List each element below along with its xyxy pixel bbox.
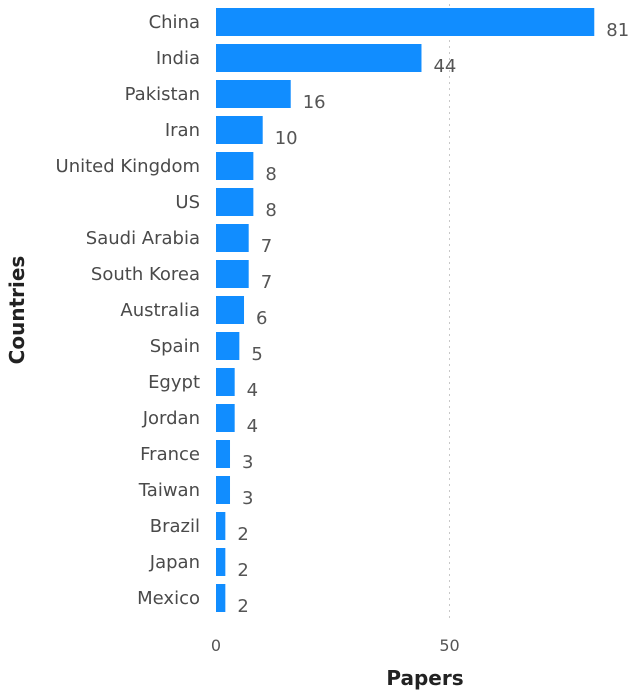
category-label-australia: Australia [120,300,200,321]
value-label-us: 8 [265,200,276,221]
bar-australia [216,296,245,324]
bar-jordan [216,404,235,432]
category-label-united-kingdom: United Kingdom [56,156,200,177]
category-label-japan: Japan [149,552,200,573]
value-label-pakistan: 16 [303,92,326,113]
value-label-saudi-arabia: 7 [261,236,272,257]
category-label-india: India [156,48,200,69]
value-label-china: 81 [606,20,629,41]
bar-brazil [216,512,226,540]
category-label-france: France [140,444,200,465]
bars-group [216,8,595,612]
value-label-france: 3 [242,452,253,473]
value-label-united-kingdom: 8 [265,164,276,185]
value-label-taiwan: 3 [242,488,253,509]
value-label-brazil: 2 [237,524,248,545]
category-label-brazil: Brazil [150,516,200,537]
x-axis-title: Papers [386,666,463,690]
category-label-us: US [175,192,200,213]
category-label-egypt: Egypt [148,372,200,393]
value-label-mexico: 2 [237,596,248,617]
bar-us [216,188,254,216]
category-labels: China India Pakistan Iran United Kingdom US Sa… [56,12,200,609]
x-tick-label-50: 50 [439,636,459,655]
category-label-jordan: Jordan [142,408,200,429]
value-label-japan: 2 [237,560,248,581]
category-label-taiwan: Taiwan [138,480,200,501]
bar-egypt [216,368,235,396]
value-label-spain: 5 [251,344,262,365]
category-label-spain: Spain [150,336,200,357]
bar-mexico [216,584,226,612]
bar-pakistan [216,80,291,108]
bar-south-korea [216,260,249,288]
bar-spain [216,332,240,360]
value-label-iran: 10 [275,128,298,149]
bar-china [216,8,595,36]
category-label-mexico: Mexico [137,588,200,609]
bar-iran [216,116,263,144]
category-label-china: China [149,12,200,33]
value-label-india: 44 [433,56,456,77]
category-label-pakistan: Pakistan [125,84,200,105]
category-label-saudi-arabia: Saudi Arabia [86,228,200,249]
value-label-egypt: 4 [247,380,258,401]
category-label-south-korea: South Korea [91,264,200,285]
value-label-australia: 6 [256,308,267,329]
bar-france [216,440,231,468]
bar-united-kingdom [216,152,254,180]
bar-taiwan [216,476,231,504]
bar-saudi-arabia [216,224,249,252]
bar-india [216,44,422,72]
category-label-iran: Iran [165,120,200,141]
bar-japan [216,548,226,576]
y-axis-title: Countries [5,256,29,365]
value-label-south-korea: 7 [261,272,272,293]
x-tick-label-0: 0 [211,636,221,655]
value-label-jordan: 4 [247,416,258,437]
